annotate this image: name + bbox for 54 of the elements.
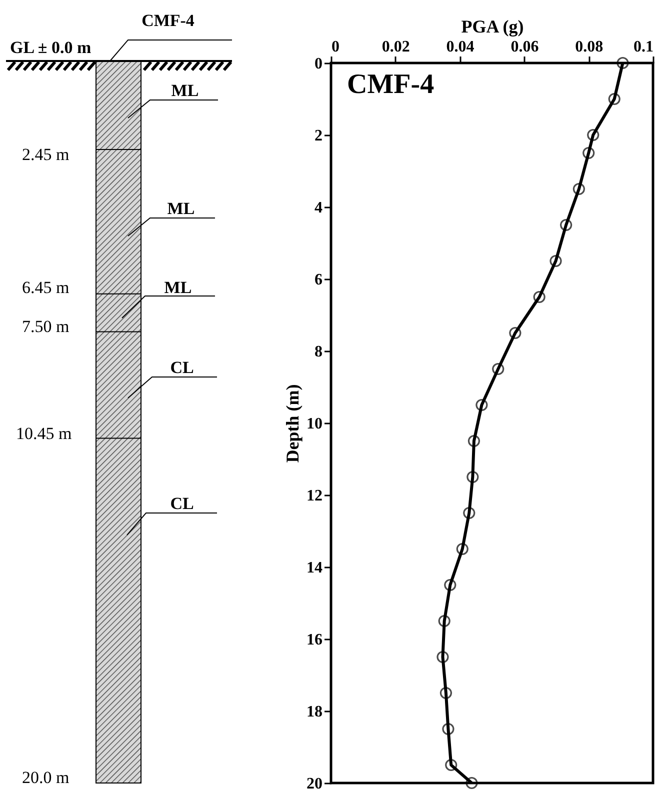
y-tick-label: 18 bbox=[306, 704, 322, 720]
x-tick-label: 0 bbox=[332, 38, 340, 56]
point bbox=[582, 146, 595, 160]
y-tick-label: 20 bbox=[306, 776, 322, 792]
point bbox=[440, 686, 452, 700]
y-tick-label: 12 bbox=[306, 488, 322, 504]
text: CMF-4 bbox=[142, 11, 195, 30]
x-tick-label: 0.06 bbox=[510, 38, 539, 56]
y-tick-label: 8 bbox=[314, 344, 322, 360]
text: ML bbox=[171, 81, 199, 100]
y-tick-label: 2 bbox=[314, 128, 322, 144]
y-tick-label: 6 bbox=[314, 272, 322, 288]
x-tick-label: 0.04 bbox=[446, 38, 474, 56]
point bbox=[444, 578, 456, 592]
text: ML bbox=[164, 278, 192, 297]
text: 20.0 m bbox=[22, 768, 70, 787]
point bbox=[466, 776, 478, 790]
point bbox=[492, 362, 504, 376]
point bbox=[466, 470, 479, 484]
text: CL bbox=[170, 358, 194, 377]
point bbox=[456, 542, 468, 556]
text: 7.50 m bbox=[22, 317, 70, 336]
point bbox=[616, 56, 629, 70]
y-tick-label: 4 bbox=[314, 200, 322, 216]
text: ML bbox=[167, 199, 195, 218]
point bbox=[533, 290, 546, 304]
point bbox=[476, 398, 488, 412]
y-tick-label: 14 bbox=[306, 560, 322, 576]
text: 2.45 m bbox=[22, 145, 70, 164]
y-axis-title: Depth (m) bbox=[282, 384, 302, 463]
point bbox=[509, 326, 522, 340]
point bbox=[587, 128, 600, 142]
x-tick-label: 0.08 bbox=[575, 38, 604, 56]
x-tick-label: 0.02 bbox=[382, 38, 410, 56]
chart-title: CMF-4 bbox=[347, 69, 434, 100]
y-tick-label: 0 bbox=[314, 56, 322, 72]
point bbox=[608, 92, 620, 106]
point bbox=[442, 722, 454, 736]
point bbox=[438, 614, 450, 628]
text: CL bbox=[170, 494, 194, 513]
text: GL ± 0.0 m bbox=[10, 38, 92, 57]
x-tick-label: 0.1 bbox=[634, 38, 654, 56]
point bbox=[560, 218, 572, 232]
point bbox=[572, 182, 585, 196]
point bbox=[468, 434, 480, 448]
point bbox=[436, 650, 449, 664]
x-axis-title: PGA (g) bbox=[461, 16, 524, 36]
y-tick-label: 10 bbox=[306, 416, 322, 432]
point bbox=[550, 254, 562, 268]
text: 10.45 m bbox=[16, 424, 72, 443]
point bbox=[445, 758, 458, 772]
text: 6.45 m bbox=[22, 278, 70, 297]
y-tick-label: 16 bbox=[306, 632, 322, 648]
point bbox=[463, 506, 476, 520]
